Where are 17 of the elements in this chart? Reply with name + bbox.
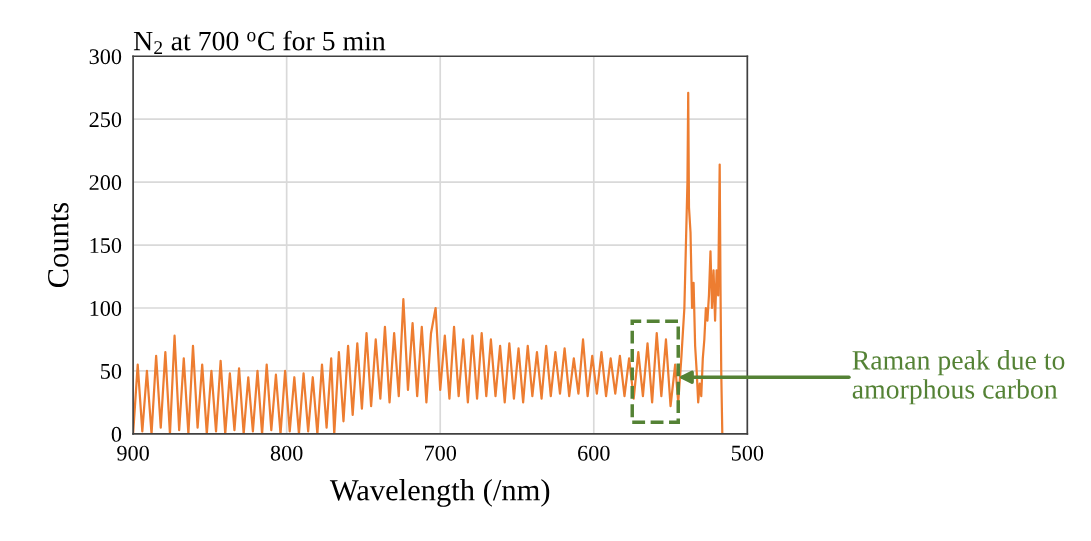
chart-title: N$_{2}$ at 700 $^{o}$C for 5 min	[133, 30, 386, 55]
line-series	[133, 91, 724, 434]
x-tick-label: 700	[425, 445, 457, 461]
x-tick-label: 800	[270, 445, 303, 461]
y-tick-label: 100	[90, 300, 122, 316]
y-axis-title: Counts	[48, 202, 69, 288]
annotation: Raman peak due to amorphous carbon	[852, 350, 1065, 405]
x-axis-title: Wavelength (/nm)	[329, 479, 550, 507]
y-tick-label: 150	[90, 238, 122, 253]
x-tick-label: 500	[731, 445, 764, 461]
y-tick-label: 300	[89, 49, 122, 65]
y-tick-label: 250	[89, 112, 122, 128]
x-tick-label: 600	[578, 445, 610, 461]
y-tick-label: 0	[111, 426, 122, 442]
y-tick-label: 200	[89, 175, 122, 191]
y-tick-label: 50	[101, 363, 122, 379]
x-tick-label: 900	[117, 445, 149, 461]
